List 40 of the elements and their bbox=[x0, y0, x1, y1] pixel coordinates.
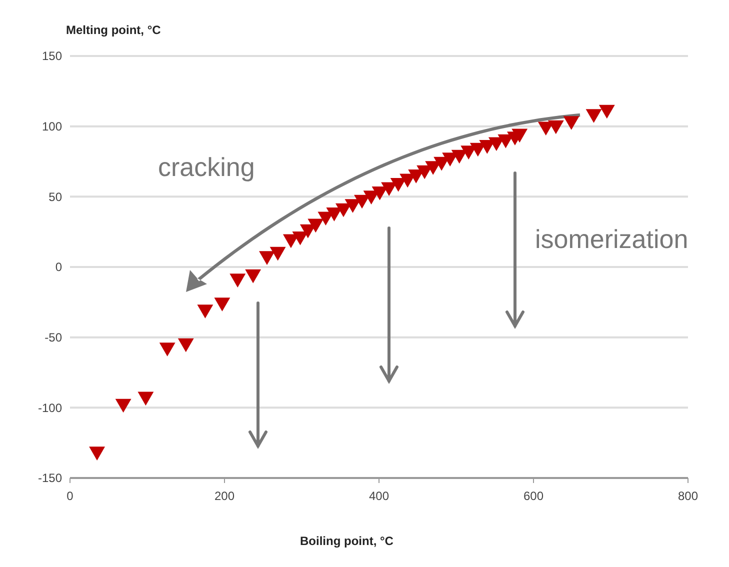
point bbox=[563, 116, 580, 130]
x-axis-title: Boiling point, °C bbox=[300, 534, 394, 548]
point bbox=[354, 194, 370, 209]
y-tick-label: 100 bbox=[42, 120, 62, 134]
y-tick-label: 0 bbox=[55, 260, 62, 274]
point bbox=[245, 269, 262, 284]
point bbox=[586, 109, 602, 123]
annotation: cracking bbox=[158, 152, 255, 182]
point bbox=[512, 128, 528, 143]
point bbox=[214, 298, 230, 312]
point bbox=[335, 203, 352, 218]
y-tick-label: -150 bbox=[38, 471, 62, 486]
x-tick-label: 200 bbox=[214, 489, 235, 503]
point bbox=[259, 251, 275, 265]
y-tick-label: -50 bbox=[44, 330, 62, 345]
point bbox=[197, 304, 214, 318]
point bbox=[159, 342, 176, 356]
point bbox=[451, 150, 468, 164]
point bbox=[292, 231, 308, 246]
point bbox=[89, 446, 106, 460]
y-axis-title: Melting point, °C bbox=[66, 23, 162, 37]
point bbox=[115, 398, 132, 413]
point bbox=[548, 120, 564, 134]
point bbox=[598, 104, 615, 119]
point bbox=[230, 274, 246, 288]
point bbox=[270, 246, 286, 261]
x-tick-label: 600 bbox=[523, 489, 544, 503]
annotation: isomerization bbox=[535, 224, 688, 254]
point bbox=[138, 392, 154, 406]
x-tick-label: 400 bbox=[368, 489, 390, 503]
point bbox=[372, 186, 388, 200]
y-tick-label: 50 bbox=[48, 190, 62, 204]
point bbox=[308, 218, 324, 233]
y-tick-label: 150 bbox=[42, 49, 62, 64]
point bbox=[178, 338, 194, 352]
y-tick-label: -100 bbox=[38, 400, 62, 415]
point bbox=[344, 199, 361, 213]
x-tick-label: 0 bbox=[66, 489, 74, 503]
point bbox=[390, 178, 406, 192]
x-tick-label: 800 bbox=[678, 489, 698, 503]
